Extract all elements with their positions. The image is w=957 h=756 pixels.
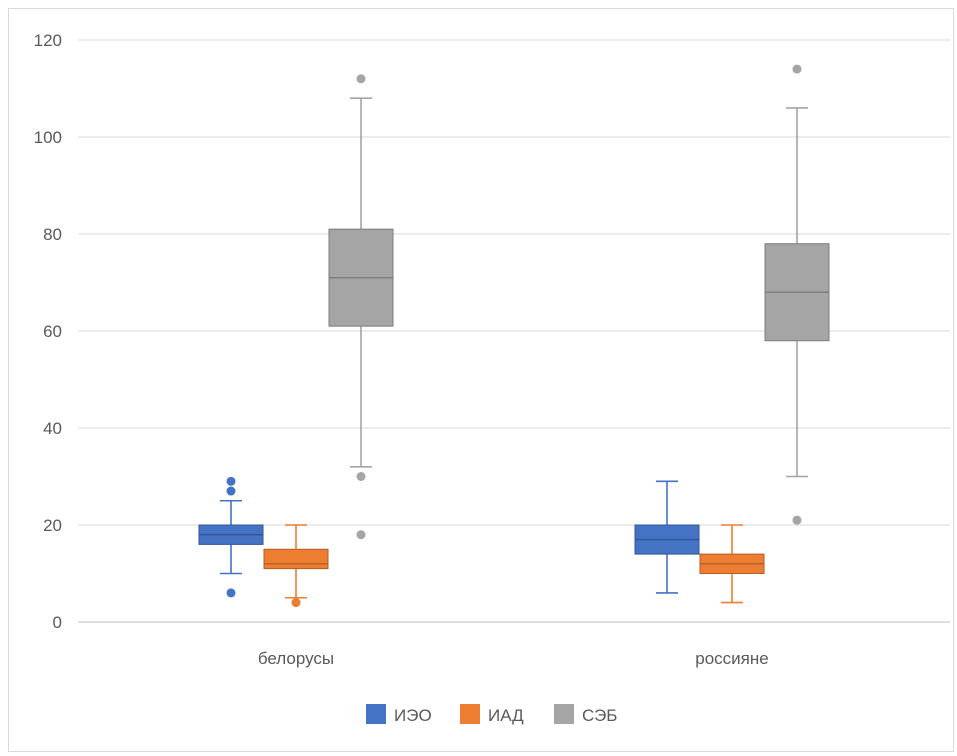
legend-item: ИАД: [460, 704, 524, 725]
outlier-point: [226, 476, 236, 486]
x-category-label: россияне: [695, 649, 768, 668]
outlier-point: [792, 515, 802, 525]
box-group: [699, 524, 765, 604]
y-tick-label: 100: [34, 128, 62, 147]
outlier-point: [356, 530, 366, 540]
y-tick-label: 120: [34, 31, 62, 50]
legend-label: ИАД: [488, 706, 524, 725]
outlier-point: [356, 472, 366, 481]
box-group: [263, 524, 329, 608]
box-group: [764, 64, 830, 525]
box-series: [198, 64, 830, 608]
y-axis-ticks: 0 20 40 60 80 100 120: [34, 31, 62, 632]
legend-item: СЭБ: [554, 704, 617, 725]
box-group: [634, 480, 700, 594]
x-axis-ticks: белорусы россияне: [258, 649, 769, 668]
legend-label: СЭБ: [582, 706, 617, 725]
legend-label: ИЭО: [394, 706, 432, 725]
outlier-point: [792, 64, 802, 74]
outlier-point: [291, 598, 301, 608]
y-tick-label: 80: [43, 225, 62, 244]
outlier-point: [356, 74, 366, 84]
legend-swatch: [554, 704, 574, 724]
legend-swatch: [460, 704, 480, 724]
y-tick-label: 20: [43, 516, 62, 535]
y-tick-label: 0: [53, 613, 62, 632]
box-group: [198, 476, 264, 598]
y-tick-label: 60: [43, 322, 62, 341]
box-iqr: [263, 548, 329, 570]
x-category-label: белорусы: [258, 649, 334, 668]
legend-item: ИЭО: [366, 704, 432, 725]
legend-swatch: [366, 704, 386, 724]
outlier-point: [226, 486, 236, 496]
legend: ИЭО ИАД СЭБ: [366, 704, 617, 725]
outlier-point: [226, 588, 236, 598]
y-tick-label: 40: [43, 419, 62, 438]
box-group: [328, 74, 394, 540]
